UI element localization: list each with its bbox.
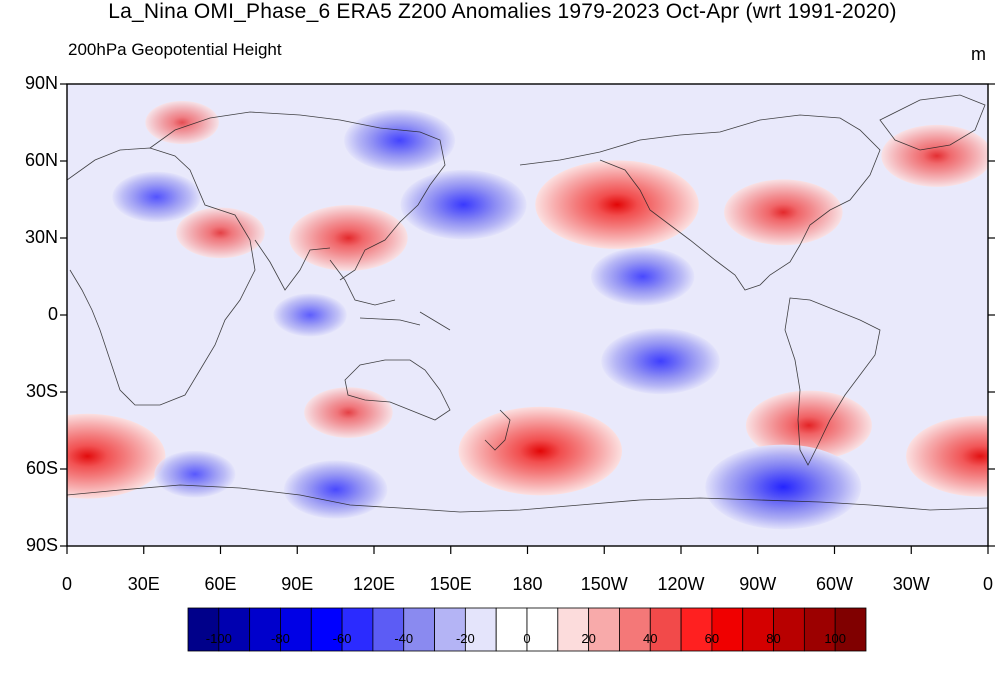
chart-subtitle: 200hPa Geopotential Height [68, 40, 282, 59]
y-tick-label: 60S [25, 458, 58, 478]
colorbar-label: -60 [332, 631, 352, 646]
x-tick-label: 90E [281, 574, 314, 594]
colorbar-swatch [249, 607, 281, 652]
y-tick-label: 30N [24, 227, 58, 247]
x-tick-label: 0 [61, 574, 73, 594]
colorbar-swatch [218, 607, 251, 652]
negative-anomaly-11 [273, 293, 347, 337]
colorbar-swatch [557, 607, 590, 652]
x-tick-label: 60W [815, 574, 854, 594]
colorbar-swatch [464, 607, 497, 652]
colorbar-swatch [372, 607, 405, 652]
negative-anomaly-17 [705, 444, 862, 530]
colorbar-label: -80 [271, 631, 290, 646]
colorbar-label: 40 [643, 631, 658, 646]
colorbar-swatch [619, 607, 651, 652]
coastlines [67, 94, 988, 513]
negative-anomaly-10 [601, 328, 720, 395]
colorbar-swatch [526, 607, 559, 652]
positive-anomaly-15 [906, 415, 988, 497]
negative-anomaly-19 [154, 450, 236, 498]
y-tick-label: 60N [24, 150, 58, 170]
colorbar-swatch [434, 607, 466, 652]
colorbar-swatch [187, 607, 220, 652]
y-tick-label: 90N [24, 73, 58, 93]
x-tick-label: 120E [352, 574, 396, 594]
positive-anomaly-14 [67, 413, 166, 499]
colorbar-swatch [403, 607, 435, 652]
x-tick-label: 150E [429, 574, 472, 594]
colorbar-swatch [341, 607, 374, 652]
positive-anomaly-12 [458, 406, 623, 496]
colorbar-swatch [711, 607, 744, 652]
colorbar-swatch [803, 607, 836, 652]
x-tick-label: 30E [127, 574, 160, 594]
colorbar-label: 20 [581, 631, 596, 646]
y-tick-label: 90S [25, 535, 58, 555]
colorbar-label: -20 [455, 631, 475, 646]
colorbar [187, 607, 867, 652]
axis-ticks [60, 83, 995, 554]
colorbar-label: 80 [766, 631, 781, 646]
colorbar-label: 60 [704, 631, 720, 646]
colorbar-swatch [649, 607, 682, 652]
positive-anomaly-3 [535, 160, 699, 249]
positive-anomaly-13 [745, 390, 872, 461]
positive-anomaly-7 [289, 205, 408, 271]
negative-anomaly-9 [590, 247, 695, 306]
colorbar-label: 0 [523, 631, 531, 646]
positive-anomaly-4 [724, 179, 843, 246]
x-tick-label: 60E [204, 574, 237, 594]
y-tick-label: 30S [25, 381, 58, 401]
x-tick-label: 150W [580, 574, 628, 594]
negative-anomaly-1 [344, 109, 456, 172]
colorbar-label: -40 [394, 631, 414, 646]
chart-title: La_Nina OMI_Phase_6 ERA5 Z200 Anomalies … [108, 0, 897, 23]
colorbar-label: 100 [824, 631, 847, 646]
map-area [67, 84, 988, 546]
positive-anomaly-8 [176, 207, 265, 259]
x-tick-label: 120W [657, 574, 705, 594]
y-tick-label: 0 [47, 304, 58, 324]
x-tick-label: 0 [982, 574, 994, 594]
units-label: m [971, 44, 986, 64]
negative-anomaly-18 [283, 460, 388, 519]
x-tick-label: 30W [892, 574, 930, 594]
positive-anomaly-6 [145, 101, 219, 144]
x-tick-label: 90W [739, 574, 777, 594]
positive-anomaly-5 [881, 124, 988, 187]
positive-anomaly-16 [304, 387, 393, 438]
colorbar-swatch [310, 607, 343, 652]
colorbar-swatch [834, 607, 867, 652]
negative-anomaly-2 [112, 171, 201, 223]
colorbar-swatch [588, 607, 620, 652]
colorbar-swatch [495, 607, 528, 652]
colorbar-label: -100 [205, 631, 232, 646]
negative-anomaly-0 [400, 169, 527, 240]
x-tick-label: 180 [512, 574, 543, 594]
anomaly-field [67, 101, 988, 530]
colorbar-swatch [773, 607, 805, 652]
